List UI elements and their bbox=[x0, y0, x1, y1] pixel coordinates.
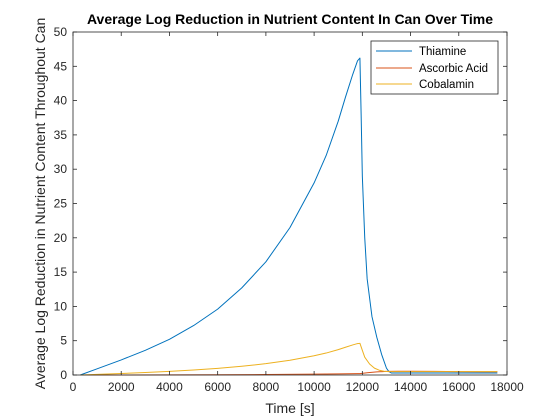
legend: Thiamine Ascorbic Acid Cobalamin bbox=[370, 40, 499, 95]
y-tick-label: 0 bbox=[60, 368, 67, 382]
x-tick-label: 14000 bbox=[394, 380, 428, 394]
y-tick-label: 35 bbox=[54, 128, 68, 142]
y-tick-label: 10 bbox=[54, 299, 68, 313]
x-tick-label: 8000 bbox=[253, 380, 280, 394]
legend-label-cobalamin: Cobalamin bbox=[419, 79, 474, 91]
series-line-cobalamin bbox=[80, 342, 498, 376]
y-tick-label: 45 bbox=[54, 59, 68, 73]
series-line-thiamine bbox=[80, 57, 498, 376]
chart-title: Average Log Reduction in Nutrient Conten… bbox=[87, 11, 493, 27]
y-tick-label: 50 bbox=[54, 25, 68, 39]
tick-labels: 0 2000 4000 6000 8000 10000 12000 14000 16000 180… bbox=[54, 25, 524, 394]
y-tick-label: 15 bbox=[54, 265, 68, 279]
legend-label-ascorbic-acid: Ascorbic Acid bbox=[419, 63, 488, 75]
legend-entry-cobalamin: Cobalamin bbox=[376, 79, 474, 91]
x-tick-label: 10000 bbox=[297, 380, 331, 394]
y-tick-label: 5 bbox=[60, 334, 67, 348]
x-tick-label: 4000 bbox=[156, 380, 183, 394]
y-axis-label: Average Log Reduction in Nutrient Conten… bbox=[32, 18, 48, 390]
y-tick-label: 20 bbox=[54, 231, 68, 245]
axes-layer bbox=[72, 31, 508, 376]
x-tick-label: 16000 bbox=[442, 380, 476, 394]
x-tick-label: 0 bbox=[70, 380, 77, 394]
x-axis-label: Time [s] bbox=[265, 400, 314, 416]
x-tick-label: 18000 bbox=[490, 380, 524, 394]
legend-entry-thiamine: Thiamine bbox=[376, 46, 466, 58]
y-tick-label: 30 bbox=[54, 162, 68, 176]
legend-entry-ascorbic-acid: Ascorbic Acid bbox=[376, 63, 488, 75]
x-tick-label: 12000 bbox=[346, 380, 380, 394]
y-tick-label: 40 bbox=[54, 94, 68, 108]
x-tick-label: 2000 bbox=[108, 380, 135, 394]
x-tick-label: 6000 bbox=[204, 380, 231, 394]
legend-label-thiamine: Thiamine bbox=[419, 46, 466, 58]
y-tick-label: 25 bbox=[54, 197, 68, 211]
